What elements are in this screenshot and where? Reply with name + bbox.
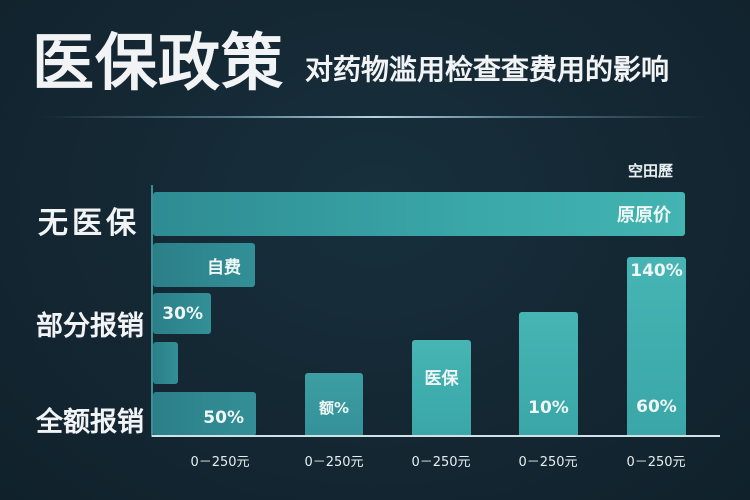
- column-label-top: 140%: [630, 261, 683, 281]
- bar-30-percent: 30%: [153, 293, 211, 334]
- x-tick-3: 0－250元: [411, 455, 471, 470]
- legend-mark: 空田歷: [628, 162, 674, 180]
- x-axis-line: [152, 435, 720, 437]
- x-tick-1: 0－250元: [190, 455, 250, 470]
- x-tick-4: 0－250元: [518, 455, 578, 470]
- y-axis-line: [151, 185, 153, 437]
- column-4: 140% 60%: [627, 257, 686, 436]
- column-1: 额%: [305, 373, 363, 436]
- bar-label: 30%: [162, 303, 203, 324]
- y-label-no-insurance: 无医保: [38, 206, 140, 241]
- page-title: 医保政策: [32, 26, 285, 99]
- page-subtitle: 对药物滥用检查查费用的影响: [305, 53, 670, 86]
- x-tick-5: 0－250元: [626, 455, 686, 470]
- bar-blank: [153, 342, 178, 384]
- bar-self-pay: 自费: [153, 243, 255, 287]
- bar-label: 50%: [203, 408, 244, 428]
- column-2: 医保: [412, 340, 471, 436]
- y-label-partial-reimbursement: 部分报销: [36, 311, 144, 342]
- column-label-bottom: 60%: [636, 397, 677, 417]
- bar-label: 自费: [207, 257, 241, 278]
- y-label-full-reimbursement: 全额报销: [36, 407, 144, 438]
- x-tick-2: 0－250元: [304, 455, 364, 470]
- bar-50-percent: 50%: [153, 392, 256, 436]
- bar-label: 原原价: [617, 205, 671, 226]
- column-3: 10%: [519, 312, 578, 436]
- column-label: 额%: [318, 399, 350, 417]
- bar-original-price: 原原价: [153, 192, 685, 236]
- column-label: 10%: [528, 398, 569, 418]
- title-divider: [40, 116, 710, 118]
- column-label: 医保: [424, 369, 459, 389]
